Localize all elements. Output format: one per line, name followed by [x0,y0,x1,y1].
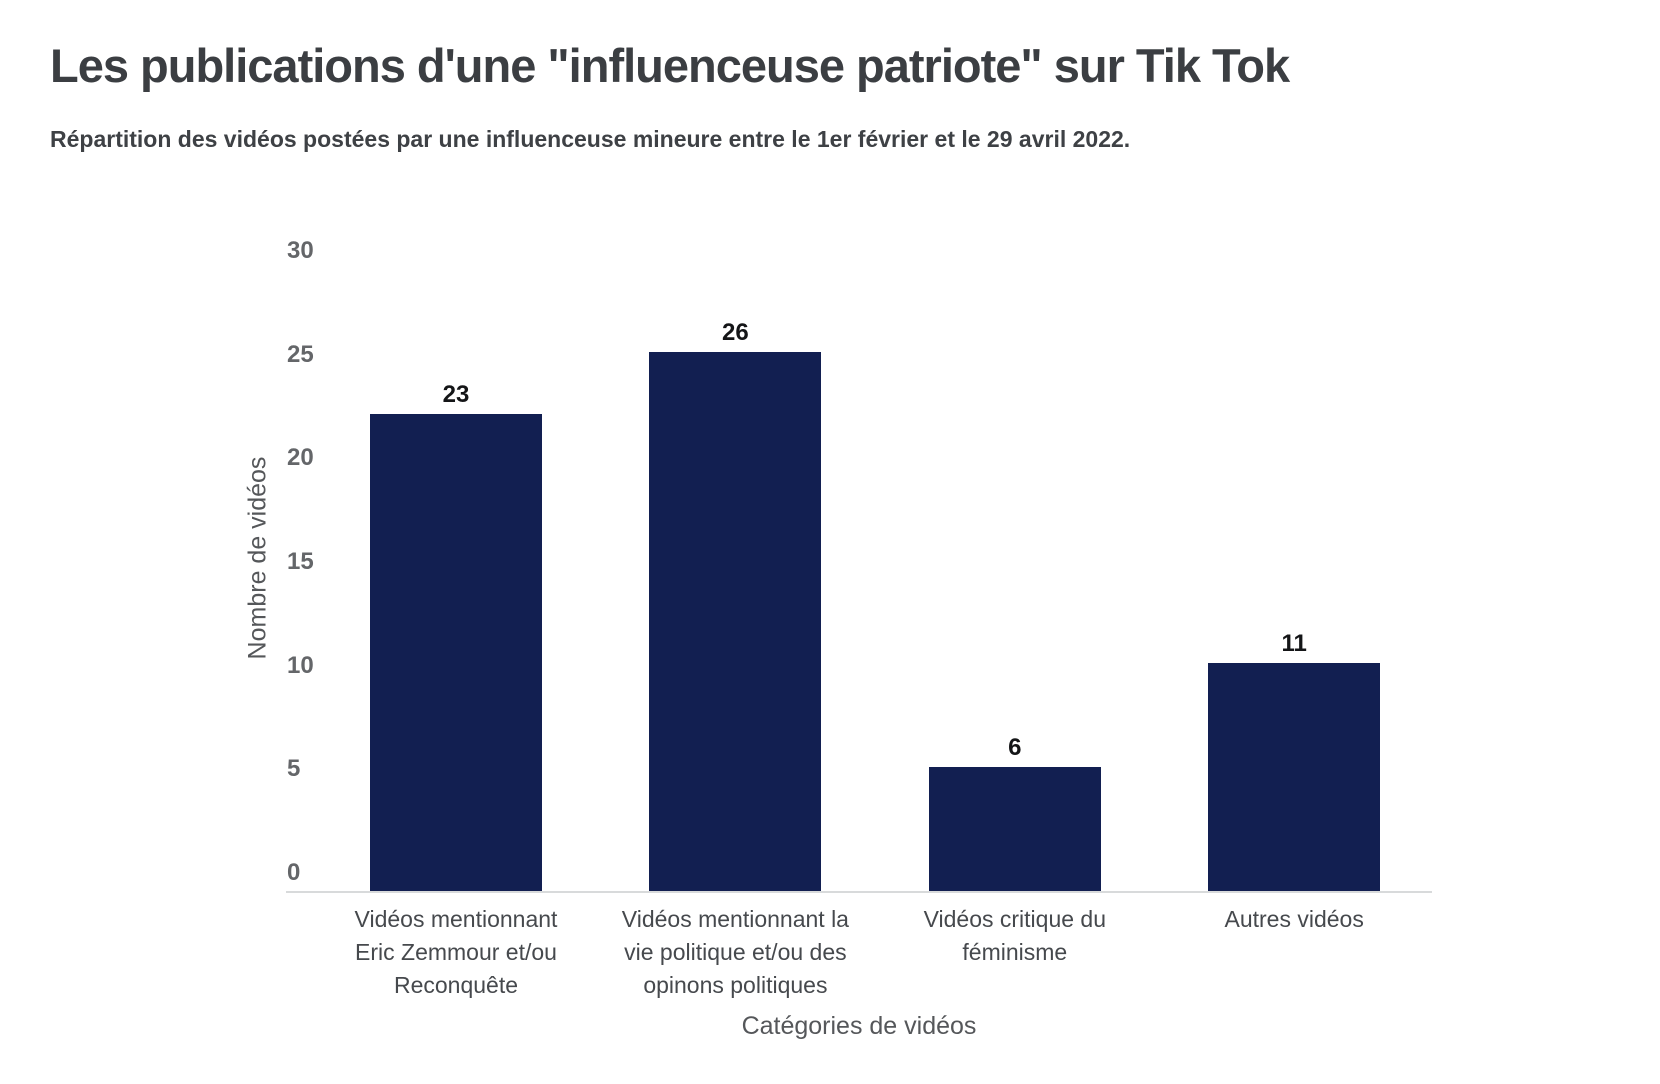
y-axis-title: Nombre de vidéos [243,456,272,660]
y-tick-label: 20 [287,444,314,472]
category-label: Vidéos critique du féminisme [923,906,1106,965]
category-label: Autres vidéos [1224,906,1364,932]
chart-subtitle: Répartition des vidéos postées par une i… [50,126,1131,152]
category-label: Vidéos mentionnant Eric Zemmour et/ou Re… [354,906,558,998]
y-tick-label: 15 [287,548,314,575]
x-axis-title: Catégories de vidéos [741,1012,977,1040]
bar [370,414,542,891]
y-tick-label: 25 [287,340,314,368]
bar-value-label: 6 [1008,733,1022,761]
y-tick-label: 0 [287,859,301,886]
bar-value-label: 11 [1281,629,1307,657]
x-axis-line [286,891,1432,893]
y-tick-label: 30 [287,237,314,264]
bar [928,766,1101,891]
y-tick-label: 5 [287,755,301,783]
bar [1208,662,1381,891]
y-tick-label: 10 [287,651,314,679]
chart-title: Les publications d'une "influenceuse pat… [50,39,1290,92]
bar-value-label: 23 [442,381,470,409]
category-label: Vidéos mentionnant la vie politique et/o… [621,906,849,998]
bar [649,351,822,891]
bar-value-label: 26 [722,318,749,346]
